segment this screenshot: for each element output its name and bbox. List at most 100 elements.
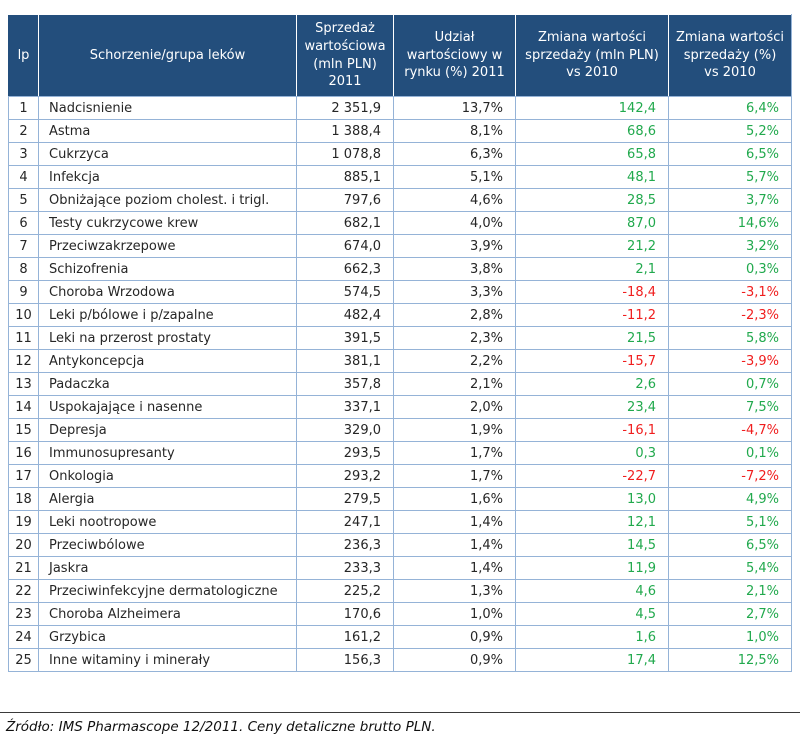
cell-disease-name: Leki na przerost prostaty — [38, 326, 297, 350]
cell-change-mln: 17,4 — [515, 648, 669, 672]
table-row: 1 Nadcisnienie 2 351,9 13,7% 142,4 6,4% — [8, 96, 792, 120]
cell-change-pct: -3,9% — [668, 349, 792, 373]
cell-sales-value: 247,1 — [296, 510, 394, 534]
cell-change-pct: -7,2% — [668, 464, 792, 488]
cell-lp: 5 — [8, 188, 39, 212]
table-row: 21 Jaskra 233,3 1,4% 11,9 5,4% — [8, 556, 792, 580]
table-row: 15 Depresja 329,0 1,9% -16,1 -4,7% — [8, 418, 792, 442]
cell-change-mln: 4,5 — [515, 602, 669, 626]
cell-change-mln: 0,3 — [515, 441, 669, 465]
cell-sales-value: 329,0 — [296, 418, 394, 442]
cell-disease-name: Onkologia — [38, 464, 297, 488]
cell-sales-value: 233,3 — [296, 556, 394, 580]
table-row: 23 Choroba Alzheimera 170,6 1,0% 4,5 2,7% — [8, 602, 792, 626]
cell-sales-value: 2 351,9 — [296, 96, 394, 120]
col-header-disease-group: Schorzenie/grupa leków — [38, 14, 297, 97]
table-row: 20 Przeciwbólowe 236,3 1,4% 14,5 6,5% — [8, 533, 792, 557]
cell-lp: 2 — [8, 119, 39, 143]
cell-change-pct: 6,5% — [668, 533, 792, 557]
cell-sales-value: 797,6 — [296, 188, 394, 212]
cell-sales-value: 391,5 — [296, 326, 394, 350]
cell-market-share: 4,6% — [393, 188, 516, 212]
cell-market-share: 1,7% — [393, 441, 516, 465]
cell-lp: 13 — [8, 372, 39, 396]
cell-change-pct: 5,2% — [668, 119, 792, 143]
table-row: 5 Obniżające poziom cholest. i trigl. 797,… — [8, 188, 792, 212]
table-body: 1 Nadcisnienie 2 351,9 13,7% 142,4 6,4% 2 Astma… — [8, 96, 792, 672]
cell-market-share: 5,1% — [393, 165, 516, 189]
cell-change-mln: 4,6 — [515, 579, 669, 603]
cell-disease-name: Schizofrenia — [38, 257, 297, 281]
cell-disease-name: Leki nootropowe — [38, 510, 297, 534]
cell-lp: 20 — [8, 533, 39, 557]
table-row: 12 Antykoncepcja 381,1 2,2% -15,7 -3,9% — [8, 349, 792, 373]
table-row: 10 Leki p/bólowe i p/zapalne 482,4 2,8% -11,… — [8, 303, 792, 327]
cell-lp: 3 — [8, 142, 39, 166]
cell-sales-value: 674,0 — [296, 234, 394, 258]
cell-change-mln: 21,5 — [515, 326, 669, 350]
cell-change-pct: 0,3% — [668, 257, 792, 281]
cell-change-pct: 7,5% — [668, 395, 792, 419]
cell-change-mln: 13,0 — [515, 487, 669, 511]
cell-change-mln: -11,2 — [515, 303, 669, 327]
cell-disease-name: Przeciwzakrzepowe — [38, 234, 297, 258]
cell-sales-value: 161,2 — [296, 625, 394, 649]
cell-change-mln: -16,1 — [515, 418, 669, 442]
cell-market-share: 13,7% — [393, 96, 516, 120]
cell-market-share: 1,7% — [393, 464, 516, 488]
cell-disease-name: Przeciwbólowe — [38, 533, 297, 557]
cell-disease-name: Astma — [38, 119, 297, 143]
cell-change-pct: 14,6% — [668, 211, 792, 235]
cell-market-share: 2,8% — [393, 303, 516, 327]
cell-lp: 17 — [8, 464, 39, 488]
cell-change-pct: -4,7% — [668, 418, 792, 442]
col-header-market-share: Udział wartościowy w rynku (%) 2011 — [393, 14, 516, 97]
col-header-change-pct: Zmiana wartości sprzedaży (%) vs 2010 — [668, 14, 792, 97]
cell-change-mln: 23,4 — [515, 395, 669, 419]
cell-disease-name: Immunosupresanty — [38, 441, 297, 465]
table-row: 17 Onkologia 293,2 1,7% -22,7 -7,2% — [8, 464, 792, 488]
cell-disease-name: Depresja — [38, 418, 297, 442]
cell-sales-value: 885,1 — [296, 165, 394, 189]
cell-change-pct: 6,4% — [668, 96, 792, 120]
cell-market-share: 3,8% — [393, 257, 516, 281]
cell-disease-name: Grzybica — [38, 625, 297, 649]
cell-sales-value: 293,2 — [296, 464, 394, 488]
cell-change-mln: 1,6 — [515, 625, 669, 649]
col-header-lp: lp — [8, 14, 39, 97]
cell-change-pct: 5,8% — [668, 326, 792, 350]
cell-disease-name: Infekcja — [38, 165, 297, 189]
cell-disease-name: Padaczka — [38, 372, 297, 396]
cell-disease-name: Jaskra — [38, 556, 297, 580]
cell-change-pct: 6,5% — [668, 142, 792, 166]
table-row: 24 Grzybica 161,2 0,9% 1,6 1,0% — [8, 625, 792, 649]
cell-sales-value: 482,4 — [296, 303, 394, 327]
cell-lp: 7 — [8, 234, 39, 258]
cell-sales-value: 225,2 — [296, 579, 394, 603]
cell-change-pct: 3,2% — [668, 234, 792, 258]
cell-disease-name: Choroba Wrzodowa — [38, 280, 297, 304]
table-row: 16 Immunosupresanty 293,5 1,7% 0,3 0,1% — [8, 441, 792, 465]
cell-change-pct: 5,7% — [668, 165, 792, 189]
cell-market-share: 1,4% — [393, 556, 516, 580]
cell-change-pct: 4,9% — [668, 487, 792, 511]
table-row: 13 Padaczka 357,8 2,1% 2,6 0,7% — [8, 372, 792, 396]
drug-sales-table: lp Schorzenie/grupa leków Sprzedaż warto… — [8, 14, 792, 672]
cell-disease-name: Alergia — [38, 487, 297, 511]
cell-disease-name: Leki p/bólowe i p/zapalne — [38, 303, 297, 327]
cell-disease-name: Antykoncepcja — [38, 349, 297, 373]
cell-disease-name: Cukrzyca — [38, 142, 297, 166]
cell-sales-value: 662,3 — [296, 257, 394, 281]
cell-sales-value: 574,5 — [296, 280, 394, 304]
cell-change-mln: -22,7 — [515, 464, 669, 488]
cell-change-mln: 11,9 — [515, 556, 669, 580]
cell-lp: 1 — [8, 96, 39, 120]
cell-disease-name: Uspokajające i nasenne — [38, 395, 297, 419]
cell-change-mln: 2,1 — [515, 257, 669, 281]
cell-change-mln: 21,2 — [515, 234, 669, 258]
cell-market-share: 2,3% — [393, 326, 516, 350]
cell-market-share: 1,6% — [393, 487, 516, 511]
cell-market-share: 1,4% — [393, 510, 516, 534]
cell-market-share: 2,0% — [393, 395, 516, 419]
cell-lp: 4 — [8, 165, 39, 189]
